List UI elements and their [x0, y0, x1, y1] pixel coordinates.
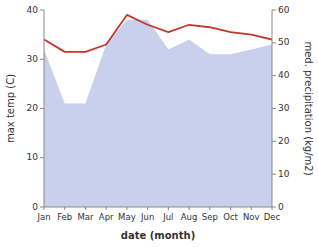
y-tick-label: 40	[27, 5, 39, 15]
x-tick	[106, 207, 107, 210]
x-tick	[230, 207, 231, 210]
y-tick	[40, 108, 44, 109]
x-tick-label: Sep	[202, 212, 218, 222]
y2-tick	[272, 42, 276, 43]
y2-tick-label: 0	[278, 202, 284, 212]
x-tick	[209, 207, 210, 210]
chart-container: 0 10 20 30 40 0 10 20 30 40 50 60 Jan Feb Mar Apr May Jun…	[0, 0, 318, 247]
y-tick	[40, 10, 44, 11]
page: {"chart_data": {"type": "line", "xlabel"…	[0, 0, 318, 247]
x-tick	[168, 207, 169, 210]
y-tick-label: 20	[27, 103, 39, 113]
y-tick	[40, 59, 44, 60]
x-tick-label: Aug	[181, 212, 198, 222]
x-tick-label: May	[118, 212, 136, 222]
temperature-line	[44, 15, 272, 52]
x-tick-label: Mar	[77, 212, 94, 222]
plot-area	[44, 15, 272, 207]
y2-axis-title: med. precipitation (kg/m2)	[303, 41, 314, 175]
x-tick-label: Apr	[99, 212, 114, 222]
x-tick	[64, 207, 65, 210]
x-tick	[147, 207, 148, 210]
x-tick	[189, 207, 190, 210]
y2-tick	[272, 75, 276, 76]
x-tick	[44, 207, 45, 210]
x-tick	[126, 207, 127, 210]
x-tick-label: Oct	[223, 212, 238, 222]
x-tick	[272, 207, 273, 210]
x-axis-line	[44, 207, 272, 208]
chart-svg: 0 10 20 30 40 0 10 20 30 40 50 60 Jan Feb Mar Apr May Jun…	[0, 0, 318, 247]
y2-tick-label: 40	[278, 70, 290, 80]
y-tick	[40, 157, 44, 158]
y2-tick	[272, 141, 276, 142]
y2-tick-label: 30	[278, 103, 290, 113]
x-tick-label: Jun	[140, 212, 154, 222]
x-tick	[251, 207, 252, 210]
y2-tick-label: 60	[278, 5, 290, 15]
y-tick	[40, 207, 44, 208]
y-axis-title: max temp (C)	[5, 74, 16, 143]
x-tick-label: Jul	[162, 212, 173, 222]
y-tick-label: 10	[27, 152, 39, 162]
x-tick	[85, 207, 86, 210]
x-tick-label: Feb	[57, 212, 72, 222]
y-tick-label: 30	[27, 54, 39, 64]
y-tick-label: 0	[32, 202, 38, 212]
y2-tick	[272, 108, 276, 109]
y2-tick-label: 50	[278, 37, 290, 47]
y2-tick	[272, 207, 276, 208]
precipitation-area	[44, 20, 272, 207]
y2-tick	[272, 174, 276, 175]
x-tick-label: Nov	[243, 212, 260, 222]
x-tick-label: Dec	[264, 212, 281, 222]
x-axis-title: date (month)	[121, 230, 195, 241]
x-tick-label: Jan	[36, 212, 50, 222]
y2-tick-label: 10	[278, 169, 290, 179]
y2-tick	[272, 10, 276, 11]
y2-tick-label: 20	[278, 136, 290, 146]
